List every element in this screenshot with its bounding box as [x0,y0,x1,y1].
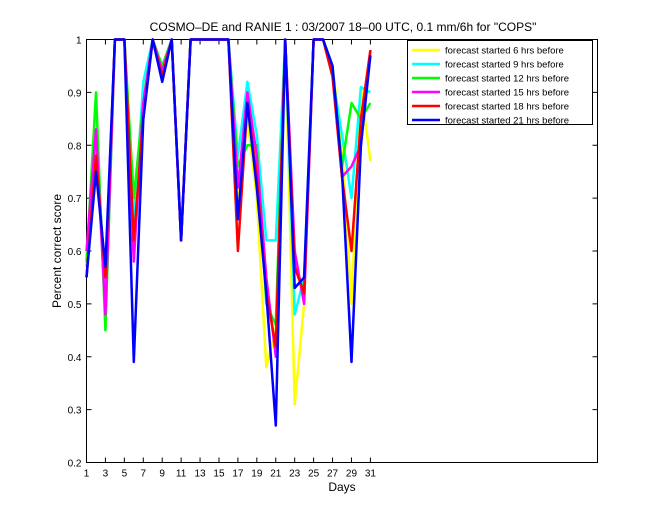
x-tick-label: 21 [270,469,282,480]
x-axis-label: Days [328,480,355,494]
x-tick-label: 25 [308,469,320,480]
legend-label: forecast started 18 hrs before [445,102,569,113]
x-tick-label: 17 [232,469,244,480]
legend-box [407,40,593,125]
x-tick-label: 27 [327,469,339,480]
x-tick-label: 29 [346,469,358,480]
x-tick-label: 7 [140,469,146,480]
legend-label: forecast started 21 hrs before [445,116,569,127]
y-axis-label: Percent correct score [50,194,64,308]
series-layer [85,38,372,427]
x-axis: 1 3 5 7 9 11 13 15 17 19 21 23 25 27 29 31 [84,39,377,480]
y-axis: 0.2 0.3 0.4 0.5 0.6 0.7 0.8 0.9 1 [68,36,598,470]
legend-label: forecast started 15 hrs before [445,88,569,99]
x-tick-label: 1 [84,469,90,480]
y-tick-label: 0.3 [68,406,82,417]
y-tick-label: 0.8 [68,141,82,152]
y-tick-label: 0.7 [68,194,82,205]
x-tick-label: 23 [289,469,301,480]
x-tick-label: 15 [213,469,225,480]
legend: forecast started 6 hrs before forecast st… [407,40,593,127]
legend-label: forecast started 9 hrs before [445,60,564,71]
x-tick-label: 31 [365,469,377,480]
x-tick-label: 13 [194,469,206,480]
y-tick-label: 0.2 [68,459,82,470]
y-tick-label: 0.4 [68,353,82,364]
y-tick-label: 1 [76,36,82,47]
x-tick-label: 19 [251,469,263,480]
x-tick-label: 9 [159,469,165,480]
legend-label: forecast started 6 hrs before [445,46,564,57]
y-tick-label: 0.6 [68,247,82,258]
x-tick-label: 11 [176,469,187,480]
y-tick-label: 0.5 [68,300,82,311]
x-tick-label: 5 [122,469,128,480]
legend-label: forecast started 12 hrs before [445,74,569,85]
series-line-6 [85,38,372,427]
y-tick-label: 0.9 [68,88,82,99]
chart-title: COSMO–DE and RANIE 1 : 03/2007 18–00 UTC… [150,20,537,34]
x-tick-label: 3 [103,469,109,480]
